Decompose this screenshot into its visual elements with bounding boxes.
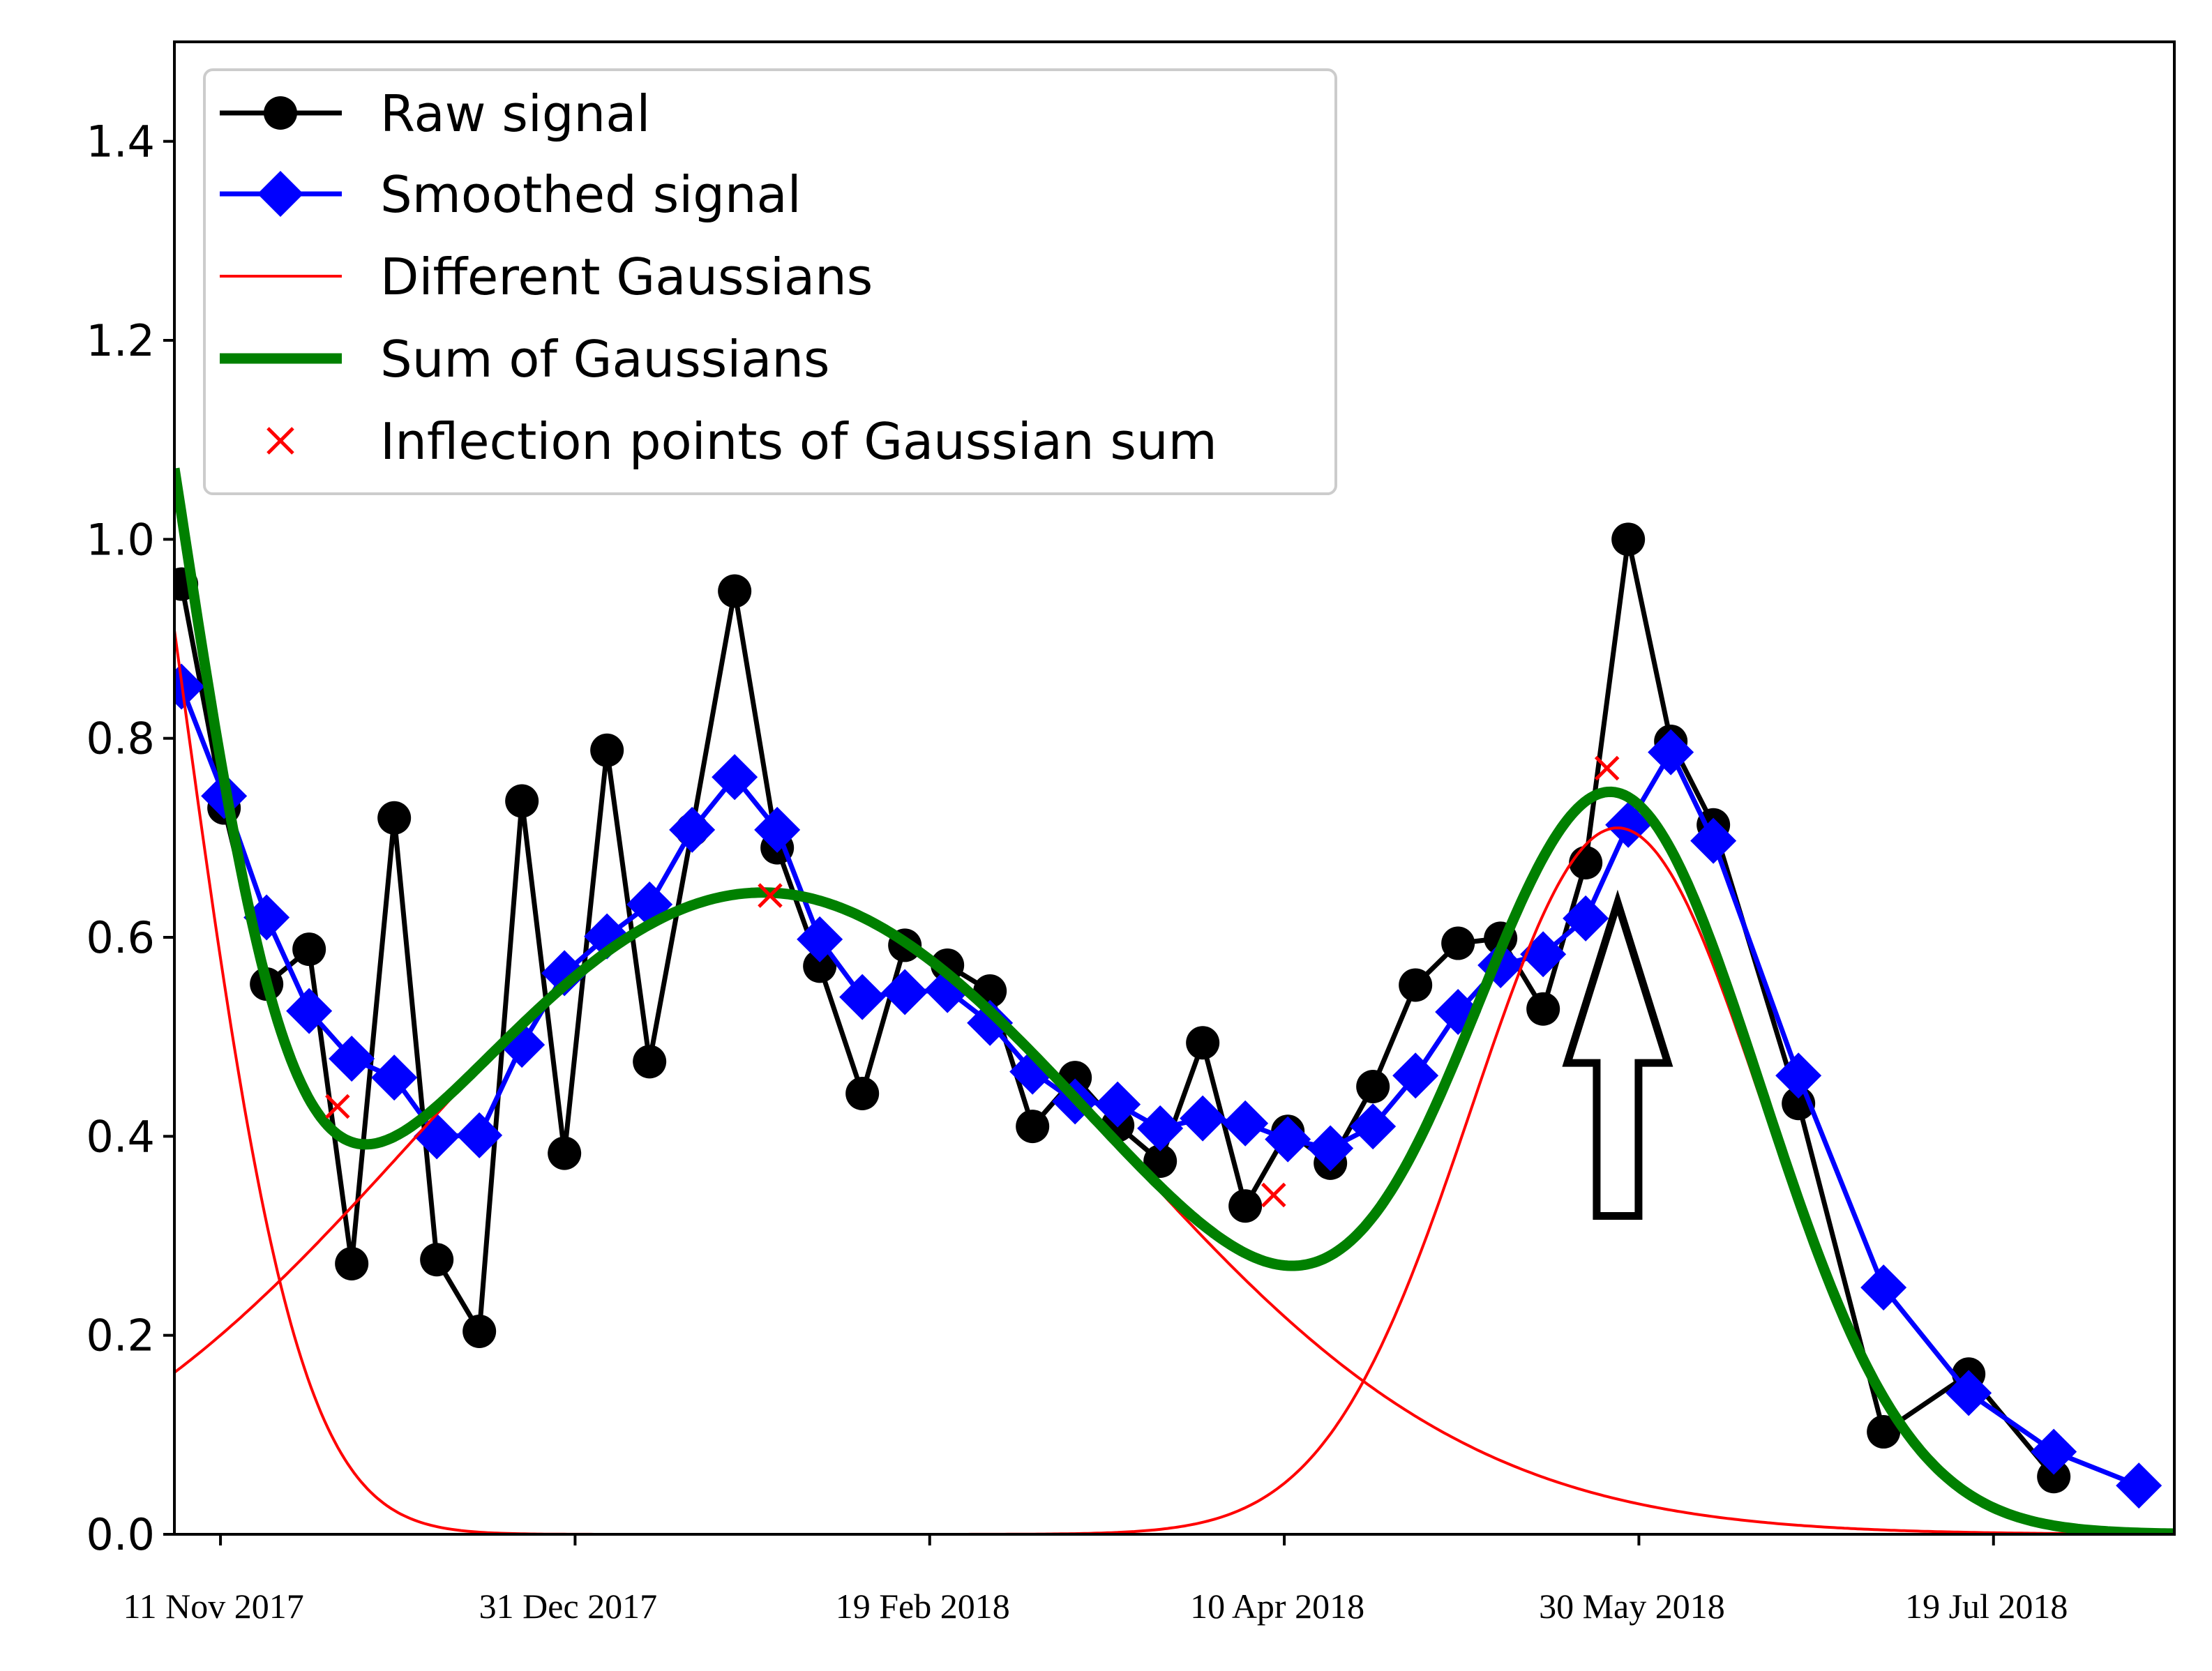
smoothed-signal-point [669,806,716,853]
raw-signal-point [718,574,752,608]
smoothed-signal-point [1222,1100,1269,1147]
legend-entry: Inflection points of Gaussian sum [266,412,1217,471]
x-tick-label: 10 Apr 2018 [1190,1587,1364,1626]
annotation-layer [1562,889,1673,1220]
y-tick-label: 0.4 [86,1111,155,1162]
smoothed-signal-point [1690,817,1737,864]
y-tick-label: 1.2 [86,315,155,366]
x-tick-label: 11 Nov 2017 [123,1587,303,1626]
smoothed-signal-point [1775,1052,1822,1099]
legend-circle-marker [264,96,297,130]
smoothed-signal-point [754,806,801,853]
raw-signal-point [590,733,624,767]
legend-x-marker [266,427,294,455]
x-tick-label: 19 Feb 2018 [836,1587,1010,1626]
smoothed-signal-point [1946,1370,1992,1416]
legend-label: Inflection points of Gaussian sum [380,412,1217,471]
smoothed-signal-point [1307,1125,1354,1172]
raw-signal-point [633,1045,667,1079]
legend-box [203,68,1337,495]
smoothed-signal-point [329,1036,375,1082]
raw-signal-point [1356,1070,1390,1103]
raw-signal-point [1016,1110,1050,1144]
smoothed-signal-point [286,988,333,1034]
legend-label: Smoothed signal [380,165,802,224]
legend-label: Different Gaussians [380,248,873,306]
smoothed-signal-point [967,999,1014,1046]
smoothed-signal-point [1392,1052,1439,1099]
legend-entry: Sum of Gaussians [220,330,829,388]
raw-signal-point [1228,1189,1263,1223]
y-tick-label: 0.2 [86,1310,155,1361]
x-tick-label: 30 May 2018 [1539,1587,1725,1626]
legend-diamond-marker [257,171,303,217]
raw-signal-point [1186,1026,1220,1060]
raw-signal-point [1143,1144,1178,1178]
inflection-point-marker [1261,1182,1286,1208]
inflection-point-marker [325,1094,350,1119]
legend-label: Sum of Gaussians [380,330,829,388]
smoothed-signal-point [882,969,928,1015]
raw-signal-point [505,784,539,818]
smoothed-signal-point [1137,1105,1184,1151]
raw-signal-point [462,1314,497,1348]
inflection-point-marker [1594,755,1620,781]
raw-signal-point [803,949,837,983]
raw-signal-point [845,1076,880,1110]
raw-signal-point [335,1246,369,1280]
smoothed-signal-point [839,974,886,1020]
smoothed-signal-point [1180,1095,1226,1142]
y-tick-label: 1.4 [86,116,155,167]
legend-label: Raw signal [380,84,650,143]
smoothed-signal-point [2116,1462,2162,1509]
up-arrow-annotation [1562,889,1673,1220]
smoothed-signal-point [1563,895,1609,942]
smoothed-signal-point [1265,1116,1311,1163]
raw-signal-point [377,801,412,835]
legend: Raw signal Smoothed signal Different Gauss… [203,68,1337,495]
y-tick-label: 1.0 [86,514,155,565]
smoothed-signal-point [541,950,588,997]
axis-ticks: 0.0 0.2 0.4 0.6 0.8 1.0 1.2 1.4 11 Nov 2017 31 De… [86,116,2068,1626]
smoothed-signal-point [456,1112,503,1158]
raw-signal-point [2037,1460,2071,1494]
smoothed-signal-point [1648,729,1694,776]
raw-signal-point [292,932,326,967]
smoothed-signal-point [1860,1264,1907,1311]
x-tick-label: 19 Jul 2018 [1905,1587,2068,1626]
legend-entry: Smoothed signal [220,165,802,224]
raw-signal-point [1399,968,1433,1002]
smoothed-signal-point [2031,1428,2077,1475]
y-tick-label: 0.0 [86,1509,155,1560]
smoothed-signal-point [712,754,758,801]
gaussian-sum-curve [174,467,2174,1534]
smoothed-signal-point [797,916,843,962]
smoothed-signal-point [371,1054,418,1101]
legend-entry: Raw signal [220,84,650,143]
raw-signal-point [1867,1415,1901,1449]
inflection-point-marker [758,883,783,908]
y-tick-label: 0.6 [86,912,155,963]
legend-entry: Different Gaussians [220,248,873,306]
smoothed-signal-point [1094,1081,1141,1128]
raw-signal-point [420,1243,454,1277]
plot-frame [173,40,2176,1536]
raw-signal-point [1441,926,1475,960]
raw-signal-point [1611,522,1646,557]
x-tick-label: 31 Dec 2017 [479,1587,658,1626]
raw-signal-point [1526,992,1560,1026]
y-tick-label: 0.8 [86,713,155,764]
smoothed-signal-point [1350,1103,1397,1150]
raw-signal-point [1569,846,1603,879]
raw-signal-point [548,1136,582,1170]
